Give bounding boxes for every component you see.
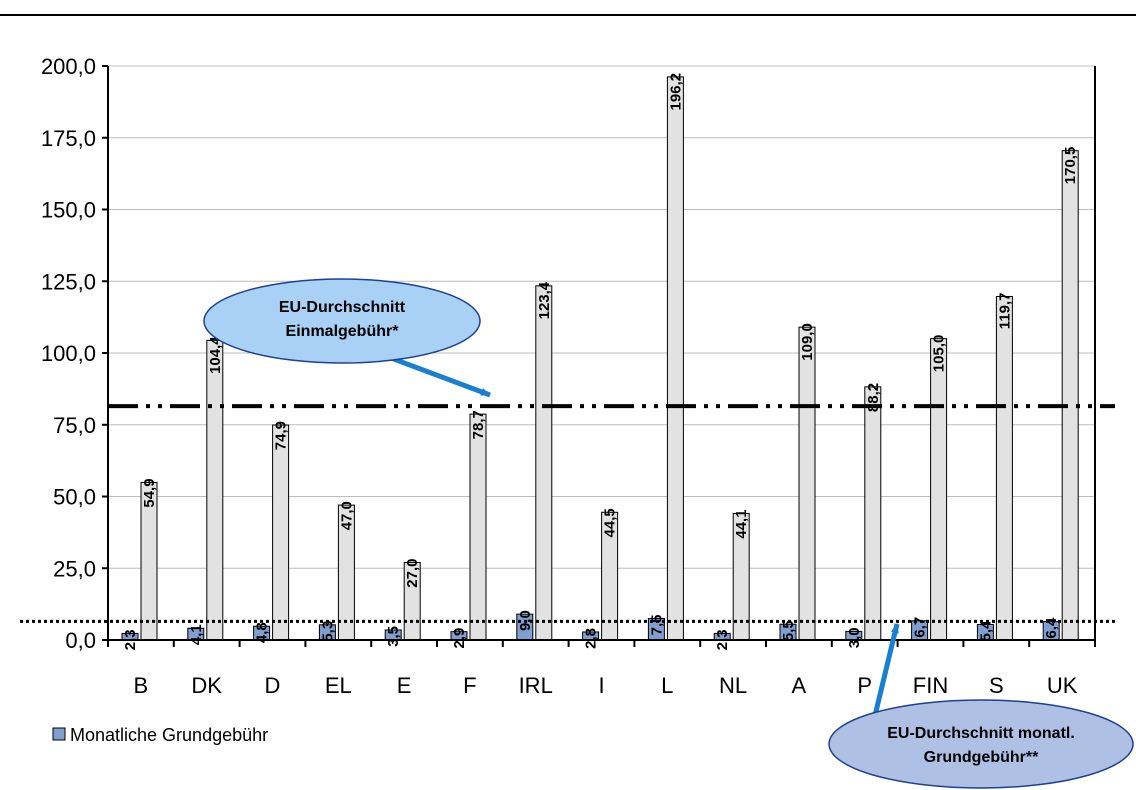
x-tick-label: FIN xyxy=(913,673,948,698)
bar-onetime xyxy=(272,424,290,641)
data-label: 109,0 xyxy=(799,323,816,361)
annotation-bubble-monthly xyxy=(828,699,1134,789)
data-label: 4,1 xyxy=(188,624,205,645)
x-tick-label: I xyxy=(598,673,604,698)
annotation-text: Einmalgebühr* xyxy=(286,323,400,340)
data-label: 170,5 xyxy=(1062,147,1079,185)
data-label: 5,3 xyxy=(319,621,336,642)
y-tick-label: 25,0 xyxy=(53,556,96,581)
bar-onetime xyxy=(535,285,553,641)
data-labels: 2,3 54,9 4,1 104,4 4,8 74,9 5,3 47,0 3,5 27,0 2,9 7… xyxy=(122,73,1079,650)
annotation-arrow-monthly xyxy=(869,623,900,729)
y-tick-label: 175,0 xyxy=(41,126,96,151)
x-tick-label: B xyxy=(134,673,149,698)
y-tick-label: 150,0 xyxy=(41,198,96,223)
y-tick-label: 200,0 xyxy=(41,54,96,79)
y-tick-label: 75,0 xyxy=(53,413,96,438)
annotation-bubble-onetime xyxy=(203,278,481,364)
annotation-text: Grundgebühr** xyxy=(924,749,1039,766)
bar-onetime xyxy=(469,413,487,641)
x-tick-label: E xyxy=(397,673,412,698)
data-label: 6,4 xyxy=(1043,617,1060,639)
y-tick-label: 0,0 xyxy=(65,628,96,653)
data-label: 5,5 xyxy=(780,620,797,641)
data-label: 2,3 xyxy=(714,629,731,650)
reference-lines xyxy=(20,404,1115,623)
data-label: 74,9 xyxy=(273,421,290,450)
bar-onetime xyxy=(798,326,816,641)
data-label: 47,0 xyxy=(338,501,355,530)
x-tick-label: A xyxy=(792,673,807,698)
bar-onetime xyxy=(864,386,882,641)
x-tick-label: NL xyxy=(719,673,747,698)
data-label: 3,0 xyxy=(846,627,863,648)
x-tick-label: F xyxy=(463,673,476,698)
data-label: 44,1 xyxy=(733,509,750,538)
data-label: 78,7 xyxy=(470,410,487,439)
data-label: 7,5 xyxy=(648,614,665,635)
data-label: 4,8 xyxy=(254,622,271,643)
x-tick-label: EL xyxy=(325,673,352,698)
legend: Monatliche Grundgebühr xyxy=(52,725,268,745)
x-tick-label: DK xyxy=(191,673,222,698)
x-tick-label: S xyxy=(989,673,1004,698)
data-label: 104,4 xyxy=(207,336,224,374)
annotations: EU-Durchschnitt Einmalgebühr* EU-Durchschn… xyxy=(203,278,1134,789)
x-tick-label: L xyxy=(661,673,673,698)
data-label: 123,4 xyxy=(536,281,553,319)
y-tick-label: 100,0 xyxy=(41,341,96,366)
axes: 0,0 25,0 50,0 75,0 100,0 125,0 150,0 175,0 200,0… xyxy=(41,54,1096,698)
data-label: 5,4 xyxy=(977,620,994,642)
x-tick-label: IRL xyxy=(519,673,553,698)
data-label: 54,9 xyxy=(141,478,158,507)
bars xyxy=(121,76,1079,641)
data-label: 88,2 xyxy=(865,383,882,412)
x-tick-label: D xyxy=(265,673,281,698)
annotation-text: EU-Durchschnitt monatl. xyxy=(887,725,1075,742)
legend-swatch xyxy=(52,727,66,741)
bar-onetime xyxy=(666,76,684,641)
y-tick-label: 50,0 xyxy=(53,485,96,510)
data-label: 9,0 xyxy=(517,610,534,631)
bar-onetime xyxy=(995,295,1013,641)
data-label: 2,8 xyxy=(583,628,600,649)
data-label: 196,2 xyxy=(667,73,684,111)
data-label: 44,5 xyxy=(602,508,619,537)
bar-onetime xyxy=(1061,150,1079,641)
legend-label: Monatliche Grundgebühr xyxy=(70,725,268,745)
data-label: 2,3 xyxy=(122,629,139,650)
data-label: 3,5 xyxy=(385,626,402,647)
data-label: 27,0 xyxy=(404,559,421,588)
data-label: 2,9 xyxy=(451,628,468,649)
x-tick-label: P xyxy=(857,673,872,698)
x-tick-label: UK xyxy=(1047,673,1078,698)
annotation-text: EU-Durchschnitt xyxy=(279,299,406,316)
bar-onetime xyxy=(206,339,224,641)
data-label: 119,7 xyxy=(996,292,1013,329)
bar-onetime xyxy=(930,338,948,641)
data-label: 6,7 xyxy=(912,617,929,638)
y-tick-label: 125,0 xyxy=(41,269,96,294)
data-label: 105,0 xyxy=(931,335,948,373)
